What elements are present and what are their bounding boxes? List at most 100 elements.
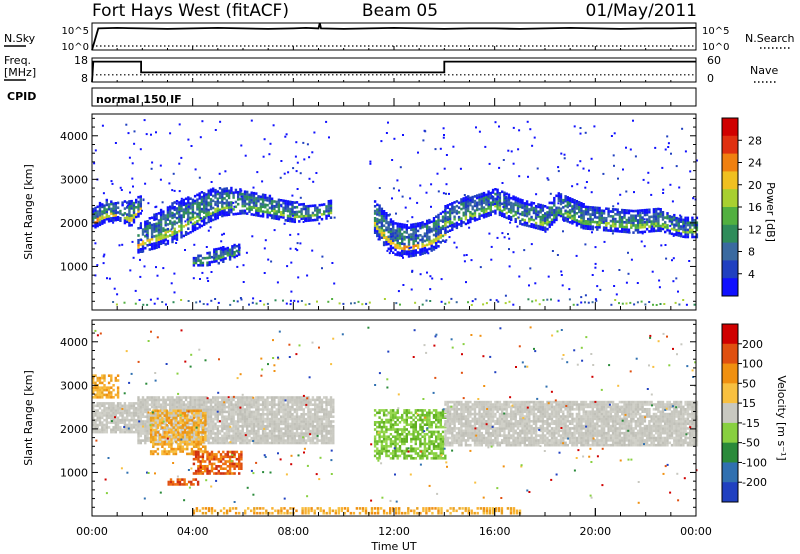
velocity-cell [255,432,258,435]
power-scatter-point [630,258,633,261]
power-scatter-point [302,141,305,144]
power-cell [221,209,224,213]
power-cell [196,220,199,223]
power-cell [510,201,513,205]
velocity-cell [172,416,175,420]
velocity-cell [325,420,328,423]
power-cell [668,229,671,233]
power-cell [457,218,461,221]
velocity-cell [255,420,258,423]
power-cell [187,201,190,204]
velocity-cell [146,413,149,416]
power-cell [171,221,174,224]
power-cell [464,201,468,204]
power-cell [614,227,617,230]
velocity-cell [203,398,206,402]
power-cell [216,214,219,217]
power-cell [378,225,381,229]
power-cell [392,220,395,223]
velocity-cell [309,425,312,428]
power-cell [198,211,201,215]
power-scatter-point [147,202,150,205]
power-cell [627,228,631,232]
power-cell [691,216,694,220]
power-cell [407,236,411,239]
power-cell [421,245,424,248]
velocity-cell [161,445,164,448]
velocity-cell [105,416,108,420]
velocity-cell [255,436,258,440]
power-scatter-point [688,260,691,262]
velocity-cell [280,396,283,399]
power-cell [135,198,138,202]
power-ground-point [399,303,401,306]
power-cell [684,216,687,220]
power-cell [439,233,442,237]
velocity-cell [116,402,120,405]
velocity-cell [157,405,161,409]
velocity-cell [207,413,210,416]
power-cell [191,208,195,211]
power-cell [664,225,667,229]
power-cell [607,207,610,211]
power-cell [318,203,321,207]
velocity-cell [320,436,324,440]
power-cell [207,189,210,193]
power-cell [614,220,617,223]
power-cell [414,253,417,257]
power-cell [222,253,225,256]
velocity-cell [227,408,231,411]
velocity-cell [223,396,226,399]
velocity-cell [92,406,95,410]
power-cell [437,235,440,238]
power-cell [239,188,242,191]
power-cell [618,230,622,233]
velocity-cell [216,441,219,445]
power-ground-point [395,302,398,305]
power-cell [164,238,167,241]
velocity-cell [250,415,253,418]
velocity-cell [293,410,296,414]
velocity-cell [182,429,185,433]
velocity-cell [155,413,158,416]
power-scatter-point [518,175,521,178]
power-cell [196,208,199,211]
power-scatter-point [445,239,448,242]
power-scatter-point [530,243,533,246]
velocity-cell [241,417,244,421]
power-cell [562,215,565,219]
power-ground-point [576,303,579,306]
power-cell [580,216,583,219]
power-cell [553,220,556,224]
power-cell [439,226,442,230]
power-scatter-point [210,181,213,183]
power-scatter-point [584,243,587,246]
power-cell [231,245,234,248]
power-scatter-point [671,200,674,203]
power-scatter-point [622,168,624,171]
velocity-cell [103,379,106,382]
power-cell [480,207,483,210]
velocity-cell [257,398,260,402]
velocity-cell [149,431,153,434]
power-cell [282,206,285,210]
velocity-cell [266,408,269,411]
frequency-series-line [91,60,696,83]
velocity-cell [163,450,166,453]
power-cell [618,218,622,221]
power-cell [157,219,161,222]
power-cell [197,254,200,258]
power-cell [423,222,427,226]
velocity-cell [216,420,219,423]
velocity-cell [141,398,145,402]
power-cell [101,205,104,209]
power-scatter-point [267,258,270,261]
power-cell [200,207,204,211]
power-cell [385,243,388,246]
power-cell [159,232,163,236]
power-scatter-point [670,152,672,155]
power-cell [564,199,567,203]
power-cell [516,197,520,200]
velocity-cell [325,398,328,402]
velocity-cell [277,403,281,406]
